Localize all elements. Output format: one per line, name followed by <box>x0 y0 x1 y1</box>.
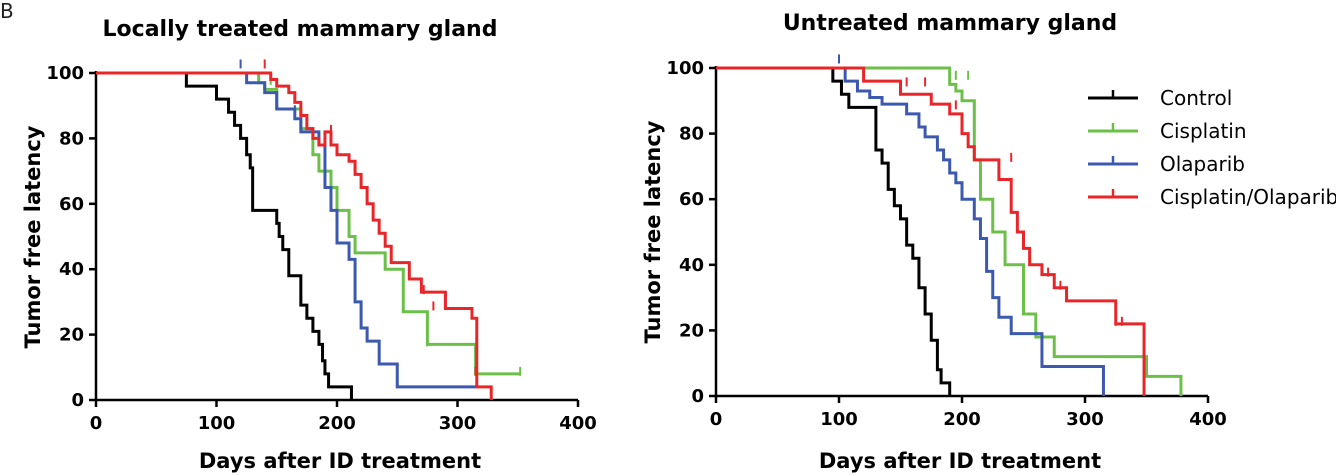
axes <box>89 71 580 407</box>
y-tick-label: 20 <box>59 325 84 346</box>
y-tick-label: 80 <box>679 124 704 145</box>
y-axis-title: Tumor free latency <box>641 120 665 343</box>
panel-letter: B <box>0 0 14 23</box>
tick-labels: 0 100 200 300 400 0 20 40 60 80 100 <box>46 63 596 434</box>
x-tick-label: 200 <box>943 409 981 430</box>
series-line-control <box>716 66 952 396</box>
y-axis-title: Tumor free latency <box>21 125 45 348</box>
plot-series <box>716 54 1183 396</box>
x-tick-label: 300 <box>439 413 477 434</box>
x-tick-label: 200 <box>318 413 356 434</box>
x-tick-label: 100 <box>820 409 858 430</box>
series-line-olaparib <box>96 71 476 389</box>
chart-title: Locally treated mammary gland <box>103 17 498 42</box>
y-tick-label: 0 <box>71 390 84 411</box>
axes <box>709 66 1210 403</box>
x-tick-label: 300 <box>1066 409 1104 430</box>
legend-label-cisplatin: Cisplatin <box>1160 119 1247 143</box>
x-tick-label: 100 <box>198 413 236 434</box>
chart-untreated: Untreated mammary gland Tumor free laten… <box>641 11 1336 473</box>
x-tick-label: 400 <box>559 413 597 434</box>
y-tick-label: 100 <box>46 63 84 84</box>
series-line-cisplatin <box>716 66 1183 396</box>
x-axis-title: Days after ID treatment <box>199 449 481 473</box>
y-tick-label: 60 <box>679 189 704 210</box>
legend-label-olaparib: Olaparib <box>1160 152 1245 176</box>
chart-title: Untreated mammary gland <box>783 11 1117 36</box>
x-tick-label: 400 <box>1189 409 1227 430</box>
legend-label-cisplatin-olaparib: Cisplatin/Olaparib <box>1160 185 1336 209</box>
legend: Control Cisplatin Olaparib Cisplatin/Olapar… <box>1088 86 1336 209</box>
y-tick-label: 100 <box>666 58 704 79</box>
legend-label-control: Control <box>1160 86 1232 110</box>
y-tick-label: 0 <box>691 386 704 407</box>
series-line-olaparib <box>716 66 1105 396</box>
x-tick-label: 0 <box>710 409 723 430</box>
y-tick-label: 60 <box>59 194 84 215</box>
series-line-cisplatin-olaparib <box>716 66 1146 396</box>
series-line-cisplatin-olaparib <box>96 71 493 400</box>
series-line-cisplatin <box>96 71 521 376</box>
y-tick-label: 40 <box>59 259 84 280</box>
chart-locally-treated: Locally treated mammary gland Tumor free… <box>21 17 597 473</box>
y-tick-label: 20 <box>679 320 704 341</box>
x-axis-title: Days after ID treatment <box>819 449 1101 473</box>
plot-series <box>96 59 522 400</box>
y-tick-label: 80 <box>59 128 84 149</box>
x-tick-label: 0 <box>90 413 103 434</box>
series-line-control <box>96 71 353 400</box>
y-tick-label: 40 <box>679 255 704 276</box>
tick-labels: 0 100 200 300 400 0 20 40 60 80 100 <box>666 58 1226 430</box>
